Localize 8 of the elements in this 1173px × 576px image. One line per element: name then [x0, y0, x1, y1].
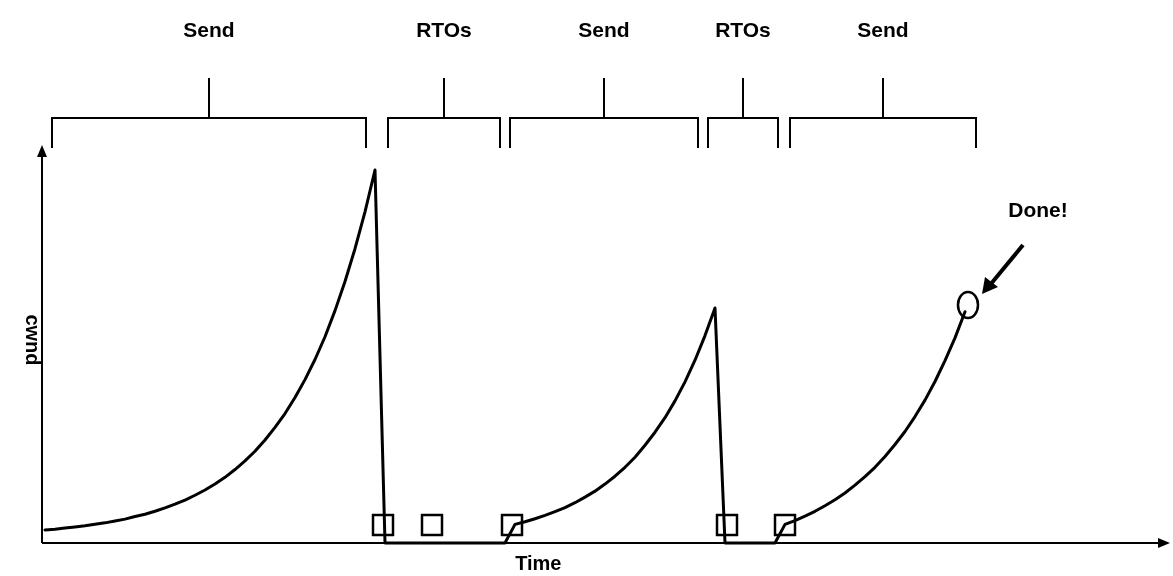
- text: Send: [857, 18, 909, 41]
- text: Send: [183, 18, 235, 41]
- annotation: Done!: [1008, 198, 1068, 221]
- text: RTOs: [416, 18, 472, 41]
- x-axis-title: Time: [515, 552, 562, 574]
- y-axis-title: cwnd: [22, 314, 44, 366]
- text: Send: [578, 18, 630, 41]
- text: RTOs: [715, 18, 771, 41]
